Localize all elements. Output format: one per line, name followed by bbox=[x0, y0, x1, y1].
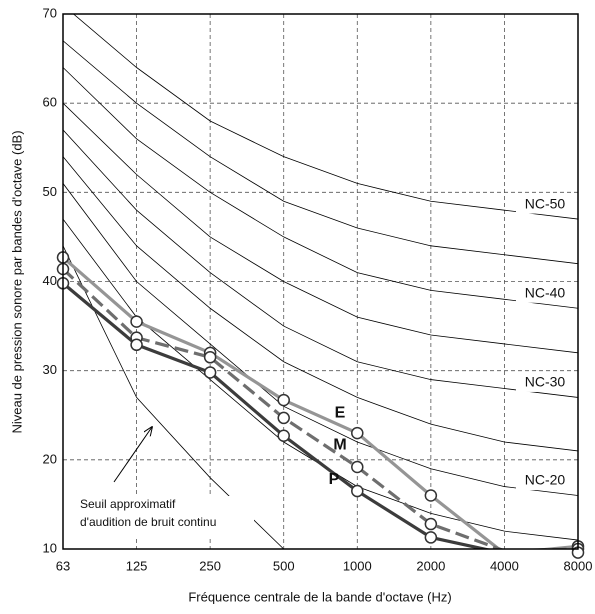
label-background bbox=[516, 472, 574, 491]
data-point bbox=[277, 393, 290, 407]
data-point bbox=[277, 429, 290, 443]
x-tick-label: 63 bbox=[56, 558, 70, 573]
y-axis-title: Niveau de pression sonore par bandes d'o… bbox=[9, 130, 24, 433]
y-tick-label: 60 bbox=[43, 95, 57, 110]
label-background bbox=[516, 373, 574, 392]
data-point bbox=[277, 411, 290, 425]
series-label: M bbox=[333, 437, 346, 454]
nc-curve bbox=[63, 40, 578, 265]
y-tick-label: 30 bbox=[43, 362, 57, 377]
y-tick-label: 20 bbox=[43, 451, 57, 466]
label-background bbox=[516, 284, 574, 303]
x-tick-label: 8000 bbox=[564, 558, 593, 573]
annotation-background bbox=[74, 496, 254, 536]
data-point bbox=[424, 531, 438, 544]
plot-area bbox=[63, 14, 578, 549]
x-tick-label: 1000 bbox=[343, 558, 372, 573]
x-tick-label: 2000 bbox=[416, 558, 445, 573]
nc-curve bbox=[72, 14, 578, 220]
annotation-arrow bbox=[113, 427, 152, 483]
x-axis-title: Fréquence centrale de la bande d'octave … bbox=[188, 589, 451, 604]
nc-curve bbox=[63, 102, 578, 354]
y-tick-label: 40 bbox=[43, 273, 57, 288]
annotation-text: d'audition de bruit continu bbox=[80, 515, 216, 529]
annotation-text: Seuil approximatif bbox=[80, 497, 176, 511]
nc-curve bbox=[63, 67, 578, 309]
series-label: P bbox=[329, 471, 340, 488]
data-point bbox=[351, 460, 364, 474]
series-label: E bbox=[335, 405, 346, 422]
x-tick-label: 4000 bbox=[490, 558, 519, 573]
data-point bbox=[203, 366, 217, 379]
nc-curve bbox=[63, 156, 578, 452]
nc-curve bbox=[63, 129, 578, 398]
label-background bbox=[516, 195, 574, 214]
data-point bbox=[130, 315, 143, 328]
y-tick-label: 70 bbox=[43, 5, 57, 20]
nc-label: NC-50 bbox=[525, 195, 566, 211]
data-point bbox=[351, 426, 364, 440]
y-tick-label: 10 bbox=[43, 540, 57, 555]
data-point bbox=[424, 517, 438, 531]
nc-curve bbox=[63, 183, 578, 496]
x-tick-label: 250 bbox=[199, 558, 221, 573]
x-tick-label: 125 bbox=[126, 558, 148, 573]
series-line bbox=[63, 256, 578, 549]
nc-label: NC-40 bbox=[525, 284, 566, 300]
plot-frame bbox=[62, 13, 579, 550]
data-point bbox=[203, 351, 217, 364]
series-line bbox=[63, 267, 578, 549]
data-point bbox=[130, 338, 143, 352]
nc-label: NC-20 bbox=[525, 472, 566, 488]
data-point bbox=[351, 484, 364, 498]
y-tick-label: 50 bbox=[43, 184, 57, 199]
data-point bbox=[424, 489, 438, 502]
nc-label: NC-30 bbox=[525, 374, 566, 390]
x-tick-label: 500 bbox=[273, 558, 295, 573]
series-line bbox=[63, 282, 492, 549]
